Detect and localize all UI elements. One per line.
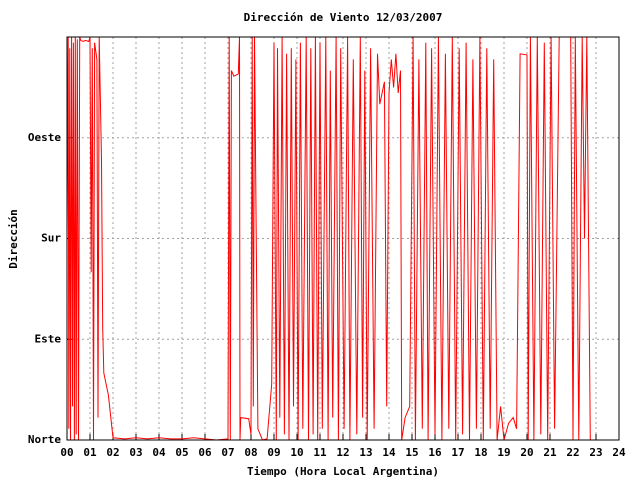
x-tick-label: 04: [152, 446, 166, 459]
x-tick-label: 01: [83, 446, 97, 459]
x-tick-label: 17: [451, 446, 464, 459]
x-tick-label: 22: [566, 446, 579, 459]
x-tick-label: 10: [290, 446, 303, 459]
x-tick-label: 07: [221, 446, 234, 459]
x-tick-label: 20: [520, 446, 533, 459]
y-tick-label: Norte: [28, 433, 61, 446]
x-tick-label: 23: [589, 446, 602, 459]
y-tick-label: Sur: [41, 232, 61, 245]
x-tick-label: 14: [382, 446, 396, 459]
x-tick-label: 09: [267, 446, 280, 459]
x-tick-label: 06: [198, 446, 212, 459]
x-tick-label: 16: [428, 446, 442, 459]
x-tick-label: 03: [129, 446, 142, 459]
data-line: [66, 36, 591, 441]
x-tick-label: 11: [313, 446, 327, 459]
y-axis-label: Dirección: [7, 209, 20, 269]
plot-border: [66, 36, 620, 441]
x-tick-label: 12: [336, 446, 349, 459]
x-tick-label: 13: [359, 446, 372, 459]
x-tick-label: 24: [612, 446, 626, 459]
y-tick-label: Este: [35, 332, 62, 345]
y-tick-label: Oeste: [28, 131, 61, 144]
x-tick-label: 00: [60, 446, 73, 459]
x-tick-label: 18: [474, 446, 487, 459]
x-tick-label: 19: [497, 446, 510, 459]
x-axis-label: Tiempo (Hora Local Argentina): [247, 465, 439, 478]
chart-title: Dirección de Viento 12/03/2007: [244, 11, 443, 24]
x-tick-label: 05: [175, 446, 188, 459]
x-tick-label: 21: [543, 446, 557, 459]
x-tick-label: 02: [106, 446, 119, 459]
x-tick-label: 15: [405, 446, 418, 459]
x-tick-label: 08: [244, 446, 257, 459]
